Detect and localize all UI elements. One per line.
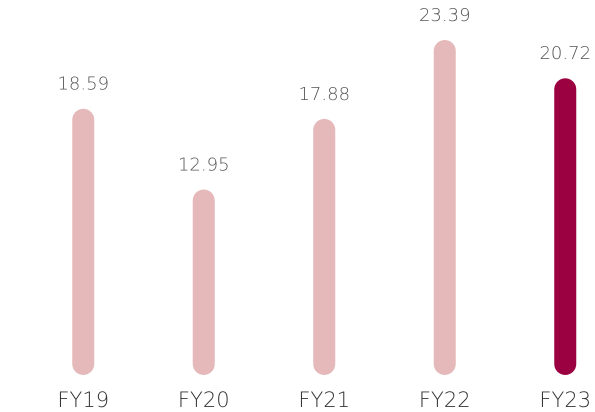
value-label: 20.72 (539, 43, 591, 64)
bar (554, 78, 577, 376)
bar (313, 118, 336, 376)
x-tick-label: FY23 (539, 388, 591, 412)
x-tick-label: FY21 (298, 388, 350, 412)
value-label: 12.95 (178, 155, 230, 176)
x-tick-label: FY20 (178, 388, 230, 412)
bar (72, 108, 95, 376)
value-label: 17.88 (298, 84, 350, 105)
bar (433, 40, 456, 375)
value-label: 23.39 (419, 5, 471, 26)
bar (192, 189, 215, 375)
x-tick-label: FY22 (419, 388, 471, 412)
value-label: 18.59 (57, 74, 109, 95)
x-tick-label: FY19 (57, 388, 109, 412)
